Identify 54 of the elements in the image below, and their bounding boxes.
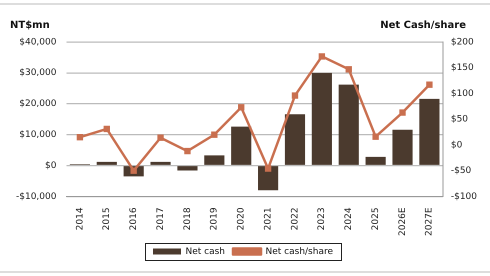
bar — [258, 166, 278, 190]
y2-tick-label: $50 — [450, 114, 468, 125]
y2-tick-label: -$50 — [450, 166, 472, 176]
bar — [312, 72, 332, 165]
bar — [419, 98, 440, 165]
y2-axis-title: Net Cash/share — [380, 20, 466, 31]
x-tick-label: 2023 — [317, 207, 328, 230]
y2-tick-label: $200 — [450, 37, 474, 48]
point — [318, 53, 326, 60]
point — [104, 126, 110, 132]
point — [372, 134, 379, 140]
x-tick-label: 2022 — [290, 207, 300, 230]
point — [238, 104, 244, 111]
y-tick-label: -$10,000 — [16, 192, 57, 202]
x-tick-label: 2020 — [236, 207, 247, 230]
y-axis-title: NT$mn — [10, 20, 50, 31]
y-tick-label: $0 — [45, 160, 57, 171]
point — [346, 66, 352, 72]
bar — [231, 126, 252, 165]
x-tick-label: 2018 — [182, 207, 193, 230]
x-tick-label: 2024 — [344, 207, 354, 230]
point — [211, 131, 218, 138]
x-tick-label: 2016 — [129, 207, 140, 230]
x-tick-label: 2026E — [398, 207, 408, 236]
bar — [392, 130, 413, 165]
point — [264, 165, 272, 172]
bar — [366, 156, 386, 165]
x-tick-label: 2015 — [102, 207, 112, 230]
point — [184, 148, 191, 154]
bar — [284, 114, 306, 165]
bar — [338, 84, 359, 165]
point — [157, 134, 164, 141]
y2-tick-label: $150 — [450, 63, 474, 74]
y2-tick-label: $0 — [450, 140, 463, 150]
legend-label: Net cash/share — [266, 246, 334, 257]
bar — [204, 155, 224, 165]
x-tick-label: 2014 — [75, 207, 86, 230]
y-tick-label: $20,000 — [19, 99, 57, 110]
y2-tick-label: -$100 — [450, 192, 478, 202]
y-tick-label: $10,000 — [19, 130, 57, 140]
x-tick-label: 2019 — [210, 207, 220, 230]
bar — [96, 162, 117, 165]
x-tick-label: 2021 — [263, 207, 274, 230]
x-tick-label: 2017 — [156, 207, 166, 230]
point — [76, 134, 84, 140]
x-tick-label: 2025 — [370, 207, 381, 230]
y-tick-label: $40,000 — [19, 37, 57, 48]
legend-label: Net cash — [185, 246, 226, 257]
y2-tick-label: $100 — [450, 88, 474, 99]
point — [426, 82, 433, 88]
bar — [177, 166, 198, 170]
bar — [150, 162, 171, 165]
y-tick-label: $30,000 — [19, 68, 57, 78]
x-tick-label: 2027E — [424, 207, 435, 236]
